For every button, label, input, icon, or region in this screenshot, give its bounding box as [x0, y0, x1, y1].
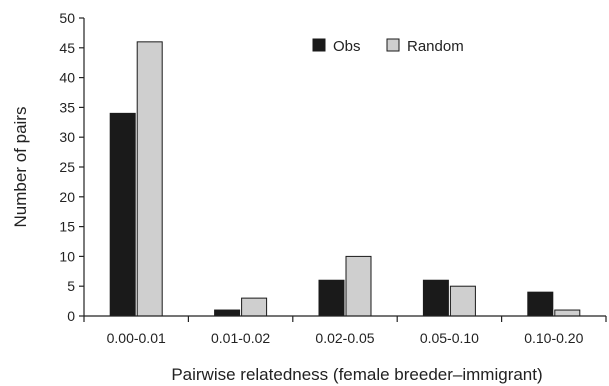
- legend-swatch-obs: [312, 38, 326, 52]
- y-tick-label-25: 25: [59, 159, 75, 175]
- bar-obs-0.10-0.20: [527, 291, 554, 317]
- labels-layer: 0 5 10 15 20 25 30 35 40 45 50 0.00-0.01 0.01-0.02 0.…: [59, 10, 583, 346]
- y-tick-label-20: 20: [59, 189, 75, 205]
- bars-layer: [109, 41, 581, 317]
- axes-layer: [79, 17, 607, 322]
- bar-obs-0.00-0.01: [109, 112, 136, 317]
- bar-random-0.01-0.02: [241, 297, 268, 317]
- x-tick-label-0.10-0.20: 0.10-0.20: [524, 330, 583, 346]
- legend-label-random: Random: [407, 38, 464, 55]
- bar-random-0.02-0.05: [345, 255, 372, 317]
- y-tick-label-30: 30: [59, 129, 75, 145]
- x-axis-title: Pairwise relatedness (female breeder–imm…: [171, 365, 542, 384]
- y-tick-label-35: 35: [59, 99, 75, 115]
- bar-obs-0.05-0.10: [422, 279, 449, 317]
- y-tick-label-10: 10: [59, 248, 75, 264]
- y-tick-label-0: 0: [67, 308, 75, 324]
- bar-obs-0.01-0.02: [214, 309, 241, 317]
- bar-random-0.05-0.10: [449, 285, 476, 317]
- bar-random-0.00-0.01: [136, 41, 163, 317]
- x-tick-label-0.01-0.02: 0.01-0.02: [211, 330, 270, 346]
- y-tick-label-45: 45: [59, 40, 75, 56]
- y-tick-label-15: 15: [59, 219, 75, 235]
- x-tick-label-0.05-0.10: 0.05-0.10: [420, 330, 479, 346]
- y-axis-title: Number of pairs: [11, 107, 30, 228]
- legend-label-obs: Obs: [333, 38, 361, 55]
- y-tick-label-40: 40: [59, 70, 75, 86]
- x-tick-label-0.00-0.01: 0.00-0.01: [107, 330, 166, 346]
- x-tick-label-0.02-0.05: 0.02-0.05: [315, 330, 374, 346]
- y-tick-label-50: 50: [59, 10, 75, 26]
- legend: Obs Random: [312, 38, 464, 55]
- bar-obs-0.02-0.05: [318, 279, 345, 317]
- bar-random-0.10-0.20: [554, 309, 581, 317]
- legend-swatch-random: [386, 38, 400, 52]
- y-tick-label-5: 5: [67, 278, 75, 294]
